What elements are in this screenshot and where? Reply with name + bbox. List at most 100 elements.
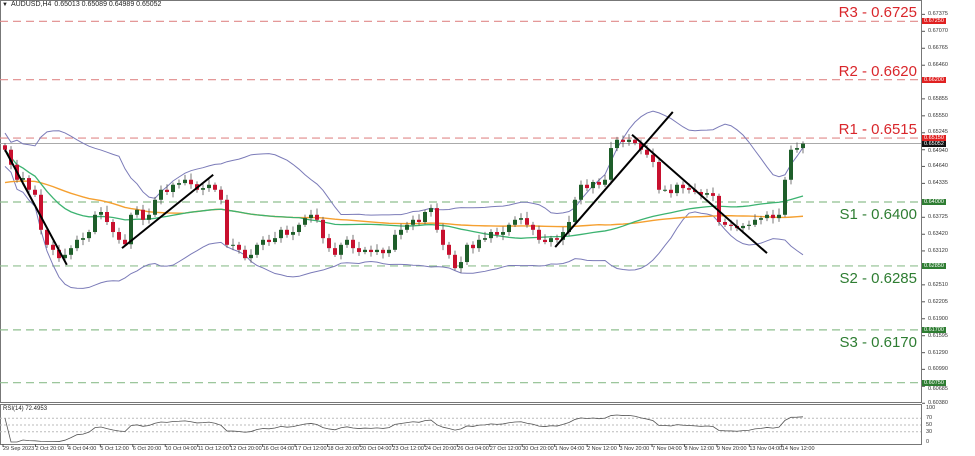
bearish-candle — [723, 222, 727, 225]
bullish-candle — [129, 214, 133, 245]
bearish-candle — [285, 229, 289, 235]
bullish-candle — [741, 225, 745, 229]
bearish-candle — [141, 209, 145, 220]
bearish-candle — [669, 189, 673, 194]
dropdown-triangle-icon[interactable]: ▼ — [2, 1, 8, 8]
trendline — [554, 111, 674, 248]
y-axis-label: 0.62205 — [928, 298, 948, 305]
level-label: R3 - 0.6725 — [838, 4, 917, 22]
bullish-candle — [255, 244, 259, 255]
bullish-candle — [87, 232, 91, 239]
bullish-candle — [759, 218, 763, 220]
level-price-tag: 0.62850 — [922, 262, 946, 269]
slow-moving-average — [4, 180, 804, 228]
bullish-candle — [615, 139, 619, 149]
x-axis-label: 2 Nov 12:00 — [587, 446, 617, 452]
ohlc-values: 0.65013 0.65089 0.64989 0.65052 — [54, 1, 162, 8]
bullish-candle — [21, 178, 25, 180]
x-axis-label: 13 Nov 04:00 — [749, 446, 783, 452]
bullish-candle — [135, 209, 139, 215]
y-axis-label: 0.67375 — [928, 11, 948, 18]
y-axis-label: 0.63420 — [928, 231, 948, 238]
bearish-candle — [537, 229, 541, 240]
rsi-axis-label: 30 — [926, 428, 933, 435]
y-axis-label: 0.65855 — [928, 95, 948, 102]
chart-header: ▼ AUDUSD,H4 0.65013 0.65089 0.64989 0.65… — [2, 1, 161, 8]
bullish-candle — [207, 184, 211, 189]
bearish-candle — [441, 229, 445, 245]
bullish-candle — [393, 234, 397, 250]
level-price-tag: 0.60750 — [922, 379, 946, 386]
rsi-axis-label: 100 — [926, 405, 936, 411]
bullish-candle — [465, 244, 469, 263]
fast-moving-average — [4, 149, 804, 239]
x-axis-label: 24 Oct 20:00 — [424, 446, 457, 452]
bearish-candle — [471, 244, 475, 249]
bearish-candle — [771, 214, 775, 219]
bearish-candle — [123, 239, 127, 245]
y-axis-label: 0.60685 — [928, 386, 948, 393]
level-price-tag: 0.61700 — [922, 326, 946, 333]
symbol-label: AUDUSD,H4 — [10, 1, 52, 8]
bullish-candle — [99, 212, 103, 215]
y-axis-label: 0.64640 — [928, 163, 948, 170]
bearish-candle — [189, 179, 193, 185]
bearish-candle — [39, 194, 43, 230]
bullish-candle — [459, 262, 463, 269]
level-price-tag: 0.66200 — [922, 76, 946, 83]
bearish-candle — [9, 149, 13, 165]
bullish-candle — [573, 199, 577, 223]
bullish-candle — [405, 224, 409, 230]
x-axis-label: 27 Oct 12:00 — [489, 446, 522, 452]
bearish-candle — [51, 244, 55, 250]
bullish-candle — [519, 218, 523, 220]
bearish-candle — [639, 143, 643, 150]
bullish-candle — [579, 184, 583, 200]
trendline — [4, 149, 68, 266]
level-price-tag: 0.64000 — [922, 199, 946, 205]
bearish-candle — [3, 145, 7, 150]
bullish-candle — [783, 179, 787, 215]
trendline — [631, 133, 768, 254]
bullish-candle — [507, 224, 511, 233]
bullish-candle — [567, 222, 571, 233]
bearish-candle — [525, 218, 529, 225]
bearish-candle — [729, 224, 733, 226]
bullish-candle — [411, 219, 415, 225]
bearish-candle — [543, 239, 547, 243]
x-axis-label: 8 Nov 12:00 — [684, 446, 715, 452]
bullish-candle — [675, 184, 679, 194]
x-axis-label: 3 Nov 20:00 — [619, 446, 650, 452]
rsi-axis-label: 70 — [926, 415, 933, 422]
bullish-candle — [429, 208, 433, 213]
bearish-candle — [717, 195, 721, 223]
bullish-candle — [81, 238, 85, 240]
bearish-candle — [681, 184, 685, 189]
bearish-candle — [315, 214, 319, 220]
bearish-candle — [351, 239, 355, 249]
bullish-candle — [747, 224, 751, 226]
y-axis-label: 0.66765 — [928, 45, 948, 52]
bearish-candle — [687, 188, 691, 190]
bullish-candle — [663, 189, 667, 191]
y-axis-label: 0.66460 — [928, 62, 948, 69]
x-axis-label: 23 Oct 12:00 — [392, 446, 424, 452]
bullish-candle — [363, 249, 367, 253]
bullish-candle — [627, 139, 631, 142]
bullish-candle — [297, 224, 301, 233]
bullish-candle — [387, 249, 391, 254]
bearish-candle — [243, 249, 247, 259]
level-price-tag: 0.67250 — [922, 18, 946, 25]
bearish-candle — [57, 249, 61, 259]
x-axis-label: 11 Oct 12:00 — [197, 446, 229, 452]
bearish-candle — [111, 222, 115, 233]
bearish-candle — [327, 238, 331, 249]
bullish-candle — [153, 199, 157, 215]
bearish-candle — [435, 208, 439, 230]
bullish-candle — [561, 232, 565, 240]
bullish-candle — [423, 212, 427, 223]
y-axis-label: 0.62510 — [928, 281, 948, 288]
bullish-candle — [489, 232, 493, 239]
bullish-candle — [795, 148, 799, 150]
